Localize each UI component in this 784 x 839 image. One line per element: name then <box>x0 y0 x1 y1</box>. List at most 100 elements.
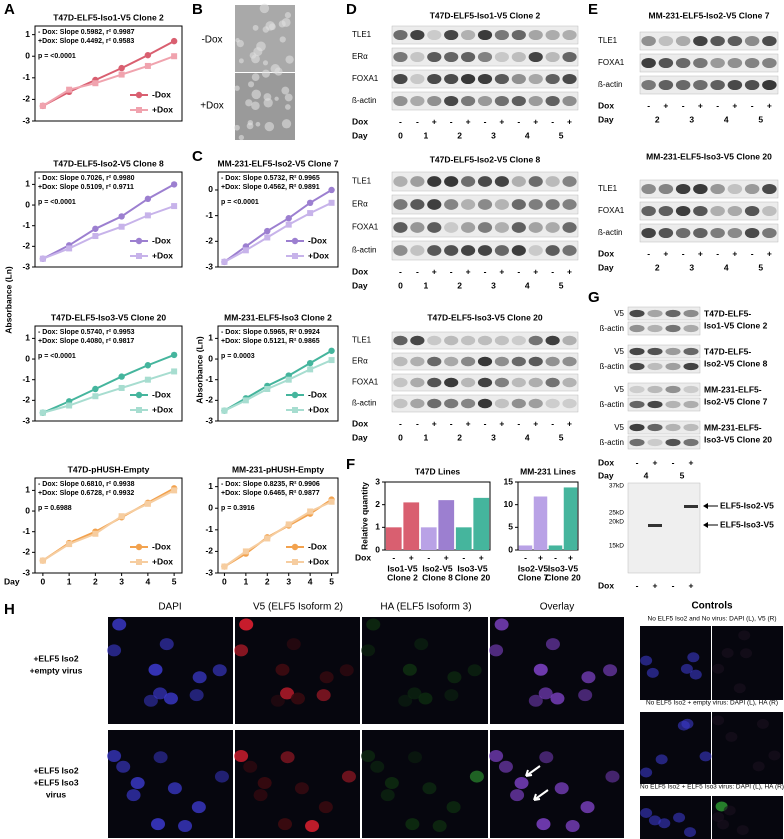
lane-day: 3 <box>689 262 694 272</box>
blot-band <box>648 524 662 527</box>
annotation: +Dox: Slope 0.6465, R² 0.9877 <box>221 490 320 497</box>
x-tick-label: + <box>444 552 449 562</box>
nucleus <box>646 667 659 678</box>
blot-band <box>528 245 543 256</box>
column-header: DAPI <box>158 602 181 613</box>
nucleus <box>684 827 697 838</box>
cell <box>238 58 244 64</box>
blot-band <box>427 95 442 107</box>
blot-band <box>410 73 425 85</box>
nucleus <box>581 671 596 684</box>
cell <box>281 86 290 95</box>
blot-band <box>658 79 674 91</box>
lane-day: 2 <box>457 280 462 290</box>
blot-band <box>511 51 526 63</box>
lane-dox: - <box>517 418 520 428</box>
blot-band <box>762 205 777 217</box>
annotation: - Dox: Slope 0.5740, r² 0.9953 <box>38 329 135 336</box>
blot-band <box>683 400 699 409</box>
blot-band <box>528 335 543 346</box>
annotation: +Dox: Slope 0.4080, r² 0.9817 <box>38 338 134 345</box>
column-header: V5 (ELF5 Isoform 2) <box>253 602 343 613</box>
micrograph <box>490 617 624 724</box>
blot-band <box>744 227 760 239</box>
blot-band <box>460 176 476 187</box>
blot-band <box>744 57 760 69</box>
blot-band <box>562 51 577 63</box>
blot-band <box>629 438 645 447</box>
row-label: V5 <box>614 423 624 432</box>
blot-band <box>410 356 425 367</box>
lane-label: Day <box>352 130 368 140</box>
nucleus <box>489 644 504 657</box>
blot-band <box>562 29 577 41</box>
blot-band <box>562 73 577 85</box>
lane-dox: + <box>663 100 668 110</box>
lane-dox: - <box>399 418 402 428</box>
blot-band <box>629 324 645 333</box>
row-label: FOXA1 <box>352 223 379 232</box>
blot-band <box>545 335 560 346</box>
row-label: ß-actin <box>600 324 624 333</box>
y-tick-label: 1 <box>25 333 30 343</box>
cell <box>251 54 260 64</box>
blot-band <box>460 51 476 63</box>
annotation: p = 0.6988 <box>38 505 72 512</box>
blot-band <box>545 199 560 210</box>
legend-marker <box>291 543 299 551</box>
annotation: +Dox: Slope 0.6728, r² 0.9932 <box>38 490 134 497</box>
plot-frame <box>34 477 183 574</box>
point <box>118 71 125 78</box>
bar <box>385 527 402 550</box>
chart-title: T47D-ELF5-Iso1-V5 Clone 2 <box>53 12 164 22</box>
lane-label: Day <box>598 114 614 124</box>
blot-band <box>477 95 493 107</box>
nucleus <box>605 770 620 783</box>
point <box>285 215 292 222</box>
nucleus <box>167 782 182 795</box>
blot-band <box>562 245 577 256</box>
lane-day: 3 <box>689 114 694 124</box>
nucleus <box>733 683 746 694</box>
blot-label: MM-231-ELF5- <box>704 384 762 394</box>
blot-band <box>762 227 777 239</box>
row-label: ß-actin <box>598 228 622 237</box>
blot-band <box>658 35 674 47</box>
group-label: Iso2-V5 <box>422 563 453 573</box>
lane-dox: - <box>551 418 554 428</box>
lane-label: Dox <box>598 580 614 590</box>
blot-band <box>683 309 699 318</box>
nucleus <box>554 782 569 795</box>
nucleus <box>578 689 593 702</box>
plot-frame <box>34 25 183 122</box>
control-caption: No ELF5 Iso2 and No virus: DAPI (L), V5 … <box>648 616 777 623</box>
y-tick-label: 0 <box>25 199 30 209</box>
blot-band <box>744 79 760 91</box>
lane-dox: + <box>653 457 658 467</box>
cell <box>245 99 253 107</box>
blot-band <box>494 222 510 233</box>
blot-strip <box>627 397 701 412</box>
lane-dox: - <box>716 100 719 110</box>
lane-dox: - <box>399 116 402 126</box>
annotation: - Dox: Slope 0.5982, r² 0.9987 <box>38 29 135 36</box>
blot-band <box>477 222 493 233</box>
blot-band <box>762 183 777 195</box>
nucleus <box>514 776 529 789</box>
nucleus <box>361 644 376 657</box>
point <box>221 258 228 265</box>
lane-day: 5 <box>559 280 564 290</box>
nucleus <box>212 664 227 677</box>
annotation: p = <0.0001 <box>221 199 259 206</box>
lane-label: Dox <box>352 418 368 428</box>
point <box>144 362 152 369</box>
blot-band <box>545 222 560 233</box>
nucleus <box>414 638 429 651</box>
point <box>118 64 125 72</box>
y-tick-label: -3 <box>22 415 30 425</box>
y-tick-label: 0 <box>208 502 213 512</box>
blot-band <box>444 176 459 187</box>
panel-label: B <box>192 1 203 18</box>
legend-label: +Dox <box>308 404 329 414</box>
blot-strip <box>639 201 779 221</box>
